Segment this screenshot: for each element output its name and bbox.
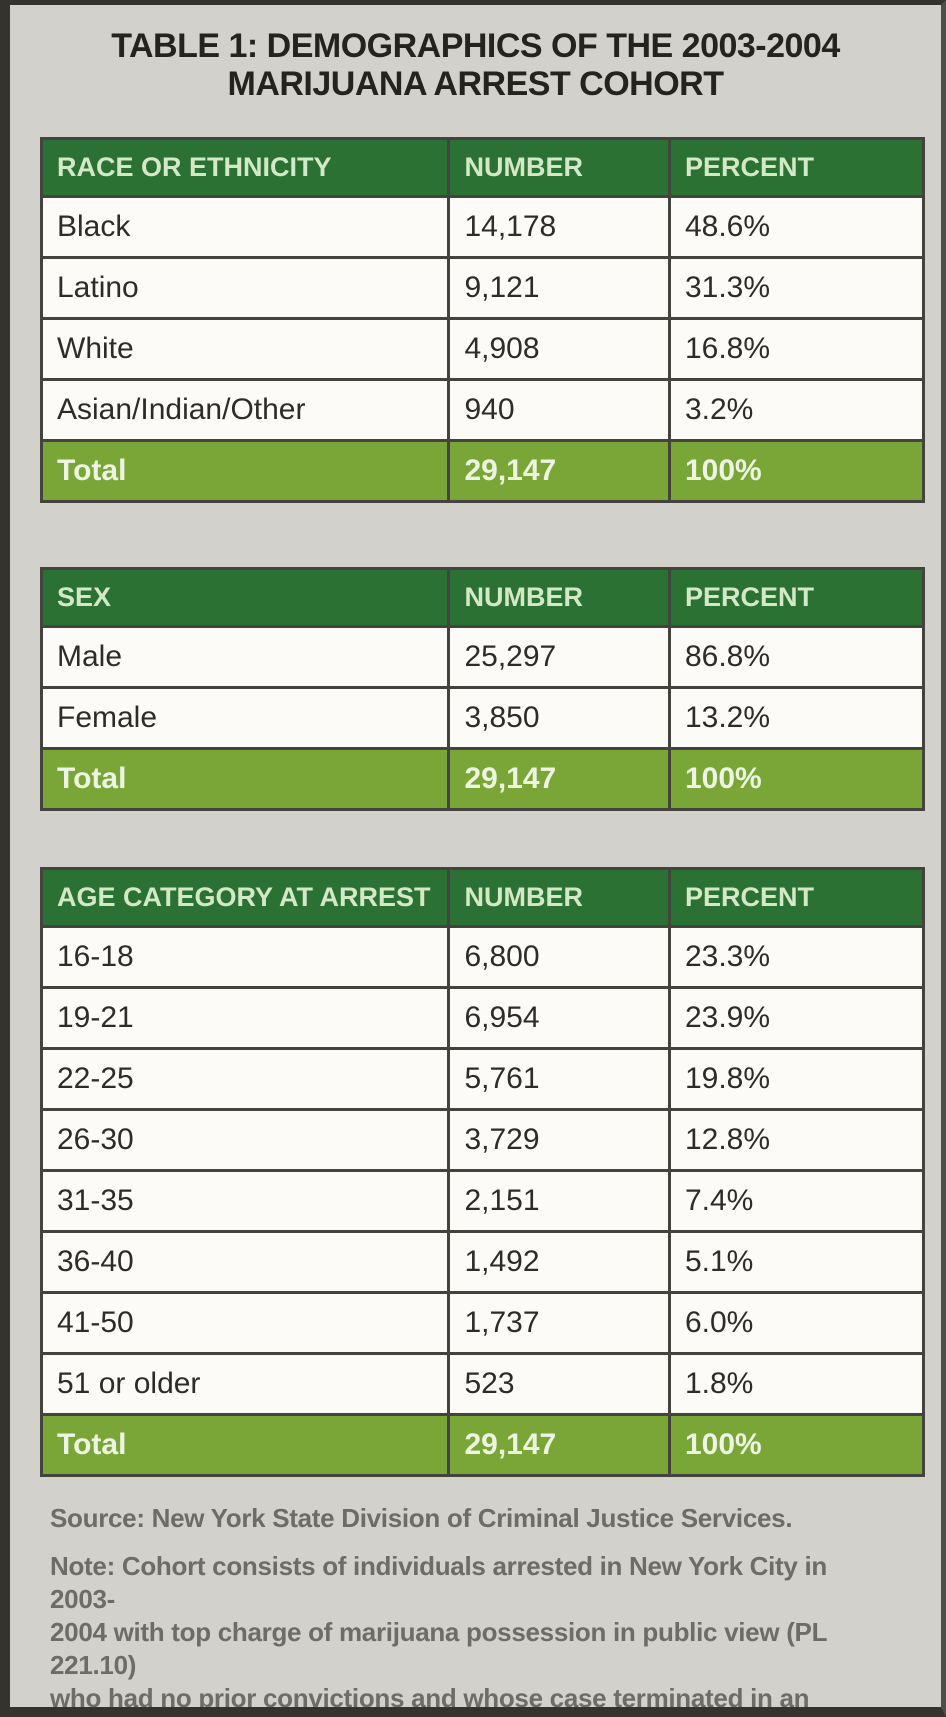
table-cell: 23.9%	[667, 986, 926, 1050]
table-cell: 19.8%	[667, 1047, 926, 1111]
column-header: NUMBER	[447, 137, 671, 198]
table-cell: 1,492	[447, 1230, 671, 1294]
table-cell: Female	[39, 686, 451, 750]
sex-table: SEX NUMBER PERCENT Male 25,297 86.8% Female 3,8…	[39, 567, 926, 811]
table-cell: 9,121	[447, 256, 671, 320]
column-header: AGE CATEGORY AT ARREST	[39, 867, 451, 928]
table-cell: 23.3%	[667, 925, 926, 989]
table-row: 36-40 1,492 5.1%	[39, 1230, 926, 1294]
table-cell: 7.4%	[667, 1169, 926, 1233]
column-header: NUMBER	[447, 867, 671, 928]
table-row: 22-25 5,761 19.8%	[39, 1047, 926, 1111]
table-cell: 523	[447, 1352, 671, 1416]
total-cell: 29,147	[447, 747, 671, 811]
table-cell: 1,737	[447, 1291, 671, 1355]
header-row: RACE OR ETHNICITY NUMBER PERCENT	[39, 137, 926, 198]
total-cell: 100%	[667, 1413, 926, 1477]
table-cell: 940	[447, 378, 671, 442]
header-row: SEX NUMBER PERCENT	[39, 567, 926, 628]
source-text: Source: New York State Division of Crimi…	[50, 1503, 793, 1533]
table-cell: 6,954	[447, 986, 671, 1050]
table-row: 19-21 6,954 23.9%	[39, 986, 926, 1050]
table-row: 31-35 2,151 7.4%	[39, 1169, 926, 1233]
table-cell: 16-18	[39, 925, 451, 989]
table-cell: 51 or older	[39, 1352, 451, 1416]
total-cell: 100%	[667, 439, 926, 503]
column-header: PERCENT	[667, 867, 926, 928]
table-cell: 14,178	[447, 195, 671, 259]
column-header: PERCENT	[667, 567, 926, 628]
table-cell: 4,908	[447, 317, 671, 381]
table-cell: 1.8%	[667, 1352, 926, 1416]
total-cell: 29,147	[447, 439, 671, 503]
table-row: 26-30 3,729 12.8%	[39, 1108, 926, 1172]
table-cell: 6,800	[447, 925, 671, 989]
table-cell: Asian/Indian/Other	[39, 378, 451, 442]
table-cell: 31-35	[39, 1169, 451, 1233]
table-cell: 36-40	[39, 1230, 451, 1294]
table-cell: 3,729	[447, 1108, 671, 1172]
total-row: Total 29,147 100%	[39, 747, 926, 811]
table-cell: 5,761	[447, 1047, 671, 1111]
table-cell: 41-50	[39, 1291, 451, 1355]
note-text: Note: Cohort consists of individuals arr…	[50, 1551, 828, 1713]
total-row: Total 29,147 100%	[39, 439, 926, 503]
table-row: 16-18 6,800 23.3%	[39, 925, 926, 989]
table-cell: 3,850	[447, 686, 671, 750]
table-cell: 2,151	[447, 1169, 671, 1233]
age-category-table: AGE CATEGORY AT ARREST NUMBER PERCENT 16-18…	[39, 867, 926, 1477]
table-cell: 3.2%	[667, 378, 926, 442]
table-cell: 31.3%	[667, 256, 926, 320]
header-row: AGE CATEGORY AT ARREST NUMBER PERCENT	[39, 867, 926, 928]
total-cell: Total	[39, 439, 451, 503]
total-cell: 100%	[667, 747, 926, 811]
table-cell: 19-21	[39, 986, 451, 1050]
table-cell: 13.2%	[667, 686, 926, 750]
table-cell: 12.8%	[667, 1108, 926, 1172]
table-row: 41-50 1,737 6.0%	[39, 1291, 926, 1355]
total-cell: Total	[39, 1413, 451, 1477]
table-row: Asian/Indian/Other 940 3.2%	[39, 378, 926, 442]
table-row: Male 25,297 86.8%	[39, 625, 926, 689]
table-cell: Latino	[39, 256, 451, 320]
table-cell: 48.6%	[667, 195, 926, 259]
column-header: RACE OR ETHNICITY	[39, 137, 451, 198]
total-row: Total 29,147 100%	[39, 1413, 926, 1477]
table-row: 51 or older 523 1.8%	[39, 1352, 926, 1416]
table-row: Female 3,850 13.2%	[39, 686, 926, 750]
column-header: NUMBER	[447, 567, 671, 628]
table-cell: 86.8%	[667, 625, 926, 689]
column-header: PERCENT	[667, 137, 926, 198]
page-title: TABLE 1: DEMOGRAPHICS OF THE 2003-2004 M…	[111, 27, 840, 103]
table-row: White 4,908 16.8%	[39, 317, 926, 381]
table-cell: 22-25	[39, 1047, 451, 1111]
table-cell: 26-30	[39, 1108, 451, 1172]
table-cell: Male	[39, 625, 451, 689]
table-row: Latino 9,121 31.3%	[39, 256, 926, 320]
total-cell: 29,147	[447, 1413, 671, 1477]
table-cell: 5.1%	[667, 1230, 926, 1294]
table-cell: 25,297	[447, 625, 671, 689]
table-cell: White	[39, 317, 451, 381]
race-ethnicity-table: RACE OR ETHNICITY NUMBER PERCENT Black 14,17…	[39, 137, 926, 503]
total-cell: Total	[39, 747, 451, 811]
table-cell: 16.8%	[667, 317, 926, 381]
table-row: Black 14,178 48.6%	[39, 195, 926, 259]
table-cell: Black	[39, 195, 451, 259]
table-cell: 6.0%	[667, 1291, 926, 1355]
column-header: SEX	[39, 567, 451, 628]
